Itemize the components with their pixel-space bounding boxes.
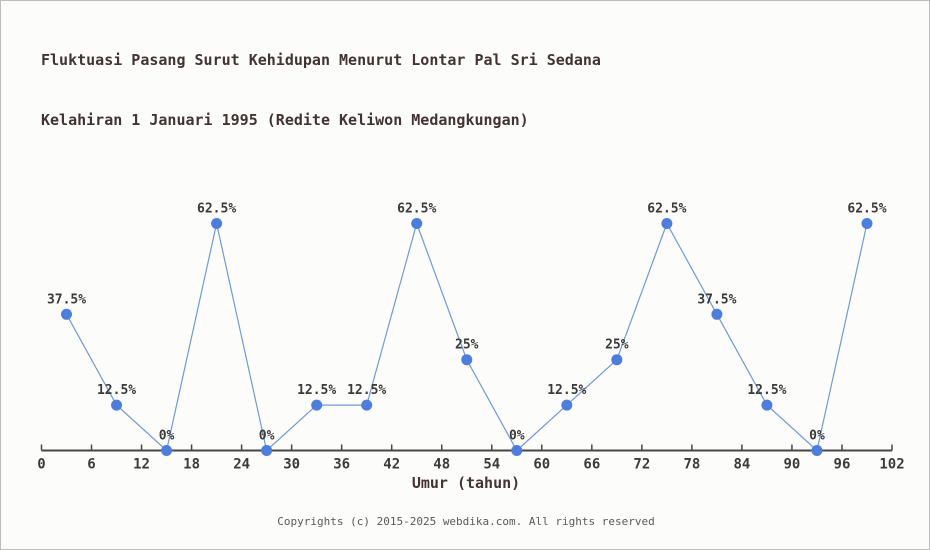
x-axis-tick-label: 12 [133,457,150,473]
data-point-label: 62.5% [397,202,436,217]
data-point-marker [161,445,173,456]
data-point-marker [561,399,573,411]
data-point-marker [661,218,673,229]
data-point-label: 25% [455,338,479,353]
data-point-marker [611,354,623,366]
x-axis-tick-label: 42 [383,457,400,473]
x-axis-tick-label: 6 [87,457,95,473]
chart-title: Fluktuasi Pasang Surut Kehidupan Menurut… [41,10,601,170]
chart-title-line1: Fluktuasi Pasang Surut Kehidupan Menurut… [41,51,601,69]
data-point-label: 62.5% [197,202,236,217]
x-axis-tick-label: 36 [333,457,350,473]
data-point-label: 12.5% [347,383,386,398]
x-axis-tick-label: 24 [233,457,250,473]
data-point-marker [261,445,273,456]
data-point-marker [311,399,323,411]
data-point-label: 0% [509,429,525,444]
data-point-label: 12.5% [297,383,336,398]
x-axis-tick-label: 48 [433,457,450,473]
data-point-marker [511,445,523,456]
data-point-marker [811,445,823,456]
data-point-marker [61,308,73,320]
data-point-marker [411,218,423,229]
x-axis-tick-label: 54 [483,457,500,473]
data-point-label: 0% [159,429,175,444]
data-point-marker [111,399,123,411]
chart-title-line2: Kelahiran 1 Januari 1995 (Redite Keliwon… [41,111,529,129]
data-point-label: 0% [809,429,825,444]
data-point-label: 12.5% [97,383,136,398]
data-point-label: 12.5% [547,383,586,398]
data-point-label: 12.5% [747,383,786,398]
x-axis-tick-label: 18 [183,457,200,473]
x-axis-tick-label: 84 [733,457,750,473]
x-axis-tick-label: 96 [834,457,851,473]
data-point-marker [711,308,723,320]
data-point-marker [361,399,373,411]
x-axis-title: Umur (tahun) [411,474,521,492]
copyright-footer: Copyrights (c) 2015-2025 webdika.com. Al… [277,515,655,528]
data-point-marker [861,218,873,229]
x-axis-tick-label: 102 [879,457,904,473]
data-point-marker [461,354,473,366]
data-point-label: 62.5% [847,202,886,217]
data-point-label: 62.5% [647,202,686,217]
data-point-label: 25% [605,338,629,353]
x-axis-tick-label: 72 [633,457,650,473]
x-axis-tick-label: 0 [37,457,45,473]
data-point-marker [761,399,773,411]
x-axis-tick-label: 30 [283,457,300,473]
data-point-label: 0% [259,429,275,444]
data-point-marker [211,218,223,229]
x-axis-tick-label: 78 [683,457,700,473]
data-point-label: 37.5% [47,292,86,307]
x-axis-tick-label: 66 [583,457,600,473]
x-axis-tick-label: 90 [784,457,801,473]
data-point-label: 37.5% [697,292,736,307]
x-axis-tick-label: 60 [533,457,550,473]
